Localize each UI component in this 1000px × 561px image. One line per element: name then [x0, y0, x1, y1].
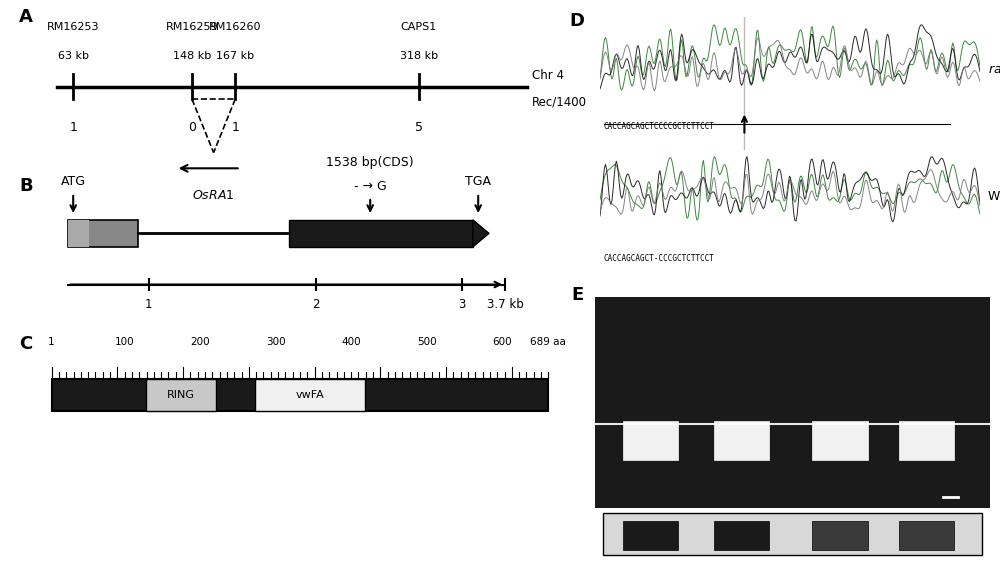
Bar: [146, 379, 216, 411]
Text: $\it{OsRA1}$: $\it{OsRA1}$: [192, 188, 235, 202]
Bar: [52, 379, 548, 411]
Text: 63 kb: 63 kb: [58, 52, 89, 62]
Text: E: E: [571, 287, 584, 305]
Bar: [714, 521, 769, 550]
Text: TGA: TGA: [465, 174, 491, 187]
Bar: [714, 421, 769, 461]
Text: CACCAGCAGCTCCCCGCTCTTCCT: CACCAGCAGCTCCCCGCTCTTCCT: [604, 122, 715, 131]
Text: 689 aa: 689 aa: [530, 337, 566, 347]
Text: A: A: [19, 8, 33, 26]
Bar: [623, 421, 678, 461]
Text: 1: 1: [48, 337, 55, 347]
Text: 2: 2: [312, 298, 320, 311]
Text: Rec/1400: Rec/1400: [532, 96, 587, 109]
Text: 148 kb: 148 kb: [173, 52, 211, 62]
Text: 1: 1: [145, 298, 153, 311]
Text: C: C: [19, 334, 32, 352]
Text: vwFA: vwFA: [296, 390, 324, 400]
Bar: [812, 421, 868, 461]
Text: ATG: ATG: [61, 174, 86, 187]
Text: RM16259: RM16259: [166, 22, 218, 31]
Bar: [68, 220, 138, 247]
Text: 3.7 kb: 3.7 kb: [487, 298, 524, 311]
Text: 1: 1: [69, 121, 77, 134]
Text: RM16260: RM16260: [209, 22, 261, 31]
Text: 400: 400: [341, 337, 361, 347]
Text: B: B: [19, 177, 33, 195]
Text: 3: 3: [458, 298, 466, 311]
Text: 300: 300: [266, 337, 286, 347]
Text: 5: 5: [415, 121, 423, 134]
Text: 100: 100: [115, 337, 134, 347]
Text: RING: RING: [167, 390, 195, 400]
Bar: [899, 421, 954, 461]
Text: 500: 500: [417, 337, 437, 347]
Bar: [289, 220, 473, 247]
Text: - → G: - → G: [354, 180, 387, 193]
Text: RM16253: RM16253: [47, 22, 99, 31]
Text: $\it{ra1}$: $\it{ra1}$: [988, 63, 1000, 76]
Polygon shape: [473, 220, 489, 247]
Text: Chr 4: Chr 4: [532, 69, 564, 82]
Bar: [623, 521, 678, 550]
Text: D: D: [570, 12, 585, 30]
Bar: [595, 297, 990, 508]
Text: WT: WT: [988, 190, 1000, 203]
Bar: [68, 220, 89, 247]
Text: 1538 bp(CDS): 1538 bp(CDS): [326, 156, 414, 169]
Bar: [603, 513, 982, 555]
Text: 1: 1: [231, 121, 239, 134]
Text: 600: 600: [493, 337, 512, 347]
Bar: [812, 521, 868, 550]
Text: 167 kb: 167 kb: [216, 52, 254, 62]
Text: 318 kb: 318 kb: [400, 52, 438, 62]
Text: CACCAGCAGCT-CCCGCTCTTCCT: CACCAGCAGCT-CCCGCTCTTCCT: [604, 254, 715, 263]
Text: 200: 200: [190, 337, 210, 347]
Text: CAPS1: CAPS1: [401, 22, 437, 31]
Bar: [899, 521, 954, 550]
Bar: [255, 379, 365, 411]
Text: 0: 0: [188, 121, 196, 134]
